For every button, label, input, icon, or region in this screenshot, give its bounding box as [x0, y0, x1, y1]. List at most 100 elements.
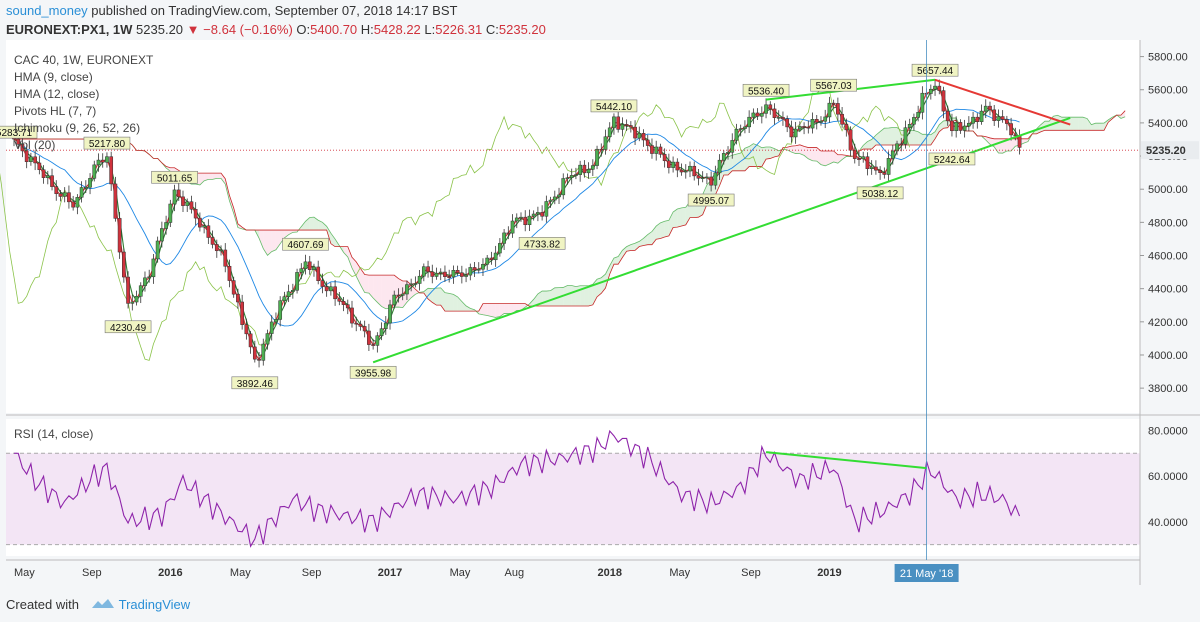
- ichimoku-cloud-segment: [892, 127, 898, 145]
- candle-body: [206, 225, 211, 238]
- candle-body: [113, 183, 118, 219]
- candle-body: [920, 92, 925, 113]
- chart-canvas[interactable]: 3800.00 4000.00 4200.00 4400.00 4600.00 4800.…: [0, 40, 1200, 585]
- candle-body: [844, 124, 849, 131]
- candle-body: [434, 272, 439, 277]
- candle-body: [261, 343, 266, 361]
- candle-body: [814, 119, 819, 123]
- ichimoku-cloud-segment: [440, 287, 445, 312]
- candle-body: [299, 268, 304, 273]
- ichimoku-cloud-segment: [913, 130, 919, 145]
- candle-body: [962, 125, 967, 131]
- candle-body: [409, 283, 413, 286]
- candle-body: [574, 174, 578, 176]
- ichimoku-cloud-segment: [352, 257, 357, 277]
- candle-body: [802, 126, 806, 128]
- ichimoku-cloud-segment: [1002, 138, 1007, 154]
- candle-body: [895, 143, 899, 152]
- footer: Created with TradingView: [6, 597, 190, 613]
- ichimoku-cloud-segment: [930, 131, 936, 145]
- candle-body: [565, 177, 570, 179]
- candle-body: [641, 133, 646, 141]
- candle-body: [468, 267, 473, 276]
- candle-body: [430, 271, 435, 277]
- ichimoku-cloud-segment: [436, 287, 441, 306]
- ichimoku-cloud-segment: [766, 146, 771, 160]
- ichimoku-cloud-segment: [943, 120, 948, 129]
- price-tick-label: 5400.00: [1148, 118, 1188, 130]
- ichimoku-cloud-segment: [808, 147, 813, 161]
- ichimoku-cloud-segment: [622, 246, 627, 258]
- ichimoku-cloud-segment: [1006, 138, 1012, 152]
- ichimoku-cloud-segment: [466, 305, 471, 312]
- ichimoku-cloud-segment: [377, 275, 382, 307]
- ichimoku-cloud-segment: [601, 274, 606, 294]
- price-badge-box: [1141, 141, 1199, 160]
- ichimoku-cloud-segment: [444, 292, 450, 312]
- candle-body: [88, 178, 92, 188]
- candle-body: [1005, 119, 1009, 124]
- candle-body: [143, 277, 147, 286]
- candle-body: [345, 304, 350, 309]
- candle-body: [590, 165, 595, 170]
- pivot-label: 5283.71: [0, 128, 33, 139]
- ichimoku-cloud-segment: [1082, 117, 1088, 131]
- candle-body: [569, 175, 574, 178]
- pivot-label-box: [911, 63, 959, 77]
- ichimoku-cloud-segment: [1070, 117, 1075, 131]
- down-arrow-icon: ▼: [186, 22, 200, 37]
- ichimoku-cloud-segment: [537, 291, 543, 307]
- tradingview-link[interactable]: TradingView: [118, 597, 191, 612]
- ichimoku-cloud-segment: [816, 147, 821, 165]
- time-tick-label: May: [14, 567, 35, 579]
- pivot-label-box: [856, 186, 904, 200]
- candle-body: [848, 129, 853, 151]
- ichimoku-cloud-segment: [609, 258, 614, 275]
- ichimoku-cloud-segment: [204, 173, 209, 181]
- candle-body: [176, 189, 181, 198]
- candle-body: [607, 127, 612, 137]
- ichimoku-cloud-segment: [508, 303, 513, 314]
- pivot-label: 5657.44: [917, 66, 954, 77]
- candle-body: [54, 186, 59, 194]
- ichimoku-cloud-segment: [373, 275, 378, 303]
- candle-body: [472, 267, 477, 271]
- ichimoku-cloud-segment: [1049, 116, 1054, 131]
- time-tick-label: May: [669, 567, 690, 579]
- candle-body: [536, 212, 540, 215]
- candle-body: [700, 177, 705, 179]
- candle-body: [460, 272, 464, 277]
- candle-body: [967, 122, 971, 127]
- candle-body: [447, 276, 452, 278]
- candle-body: [451, 270, 456, 278]
- pivot-label: 4607.69: [287, 240, 324, 251]
- candle-body: [827, 102, 832, 118]
- ichimoku-cloud-segment: [318, 220, 323, 231]
- candle-body: [493, 252, 498, 261]
- candle-body: [692, 165, 697, 177]
- candle-body: [421, 266, 426, 277]
- candle-body: [975, 116, 980, 122]
- candle-body: [671, 161, 675, 168]
- ichimoku-cloud-segment: [935, 124, 940, 139]
- ichimoku-cloud-segment: [635, 241, 640, 251]
- candle-body: [721, 153, 726, 161]
- publish-line: sound_money published on TradingView.com…: [6, 3, 457, 18]
- rsi-tick-label: 80.0000: [1148, 425, 1188, 437]
- ichimoku-cloud-segment: [605, 265, 610, 289]
- candle-body: [37, 162, 42, 170]
- ichimoku-cloud-segment: [1078, 117, 1083, 131]
- rsi-band: [6, 453, 1140, 545]
- price-pane: [6, 40, 1140, 413]
- author-link[interactable]: sound_money: [6, 3, 88, 18]
- ichimoku-cloud-segment: [643, 234, 648, 246]
- pivot-label-box: [349, 365, 397, 379]
- candle-body: [869, 166, 874, 170]
- ichimoku-cloud-segment: [330, 233, 336, 247]
- candle-body: [552, 196, 557, 201]
- candle-body: [383, 322, 388, 329]
- candle-body: [236, 293, 240, 303]
- candle-body: [227, 265, 232, 281]
- candle-body: [358, 323, 363, 327]
- candle-body: [312, 266, 316, 270]
